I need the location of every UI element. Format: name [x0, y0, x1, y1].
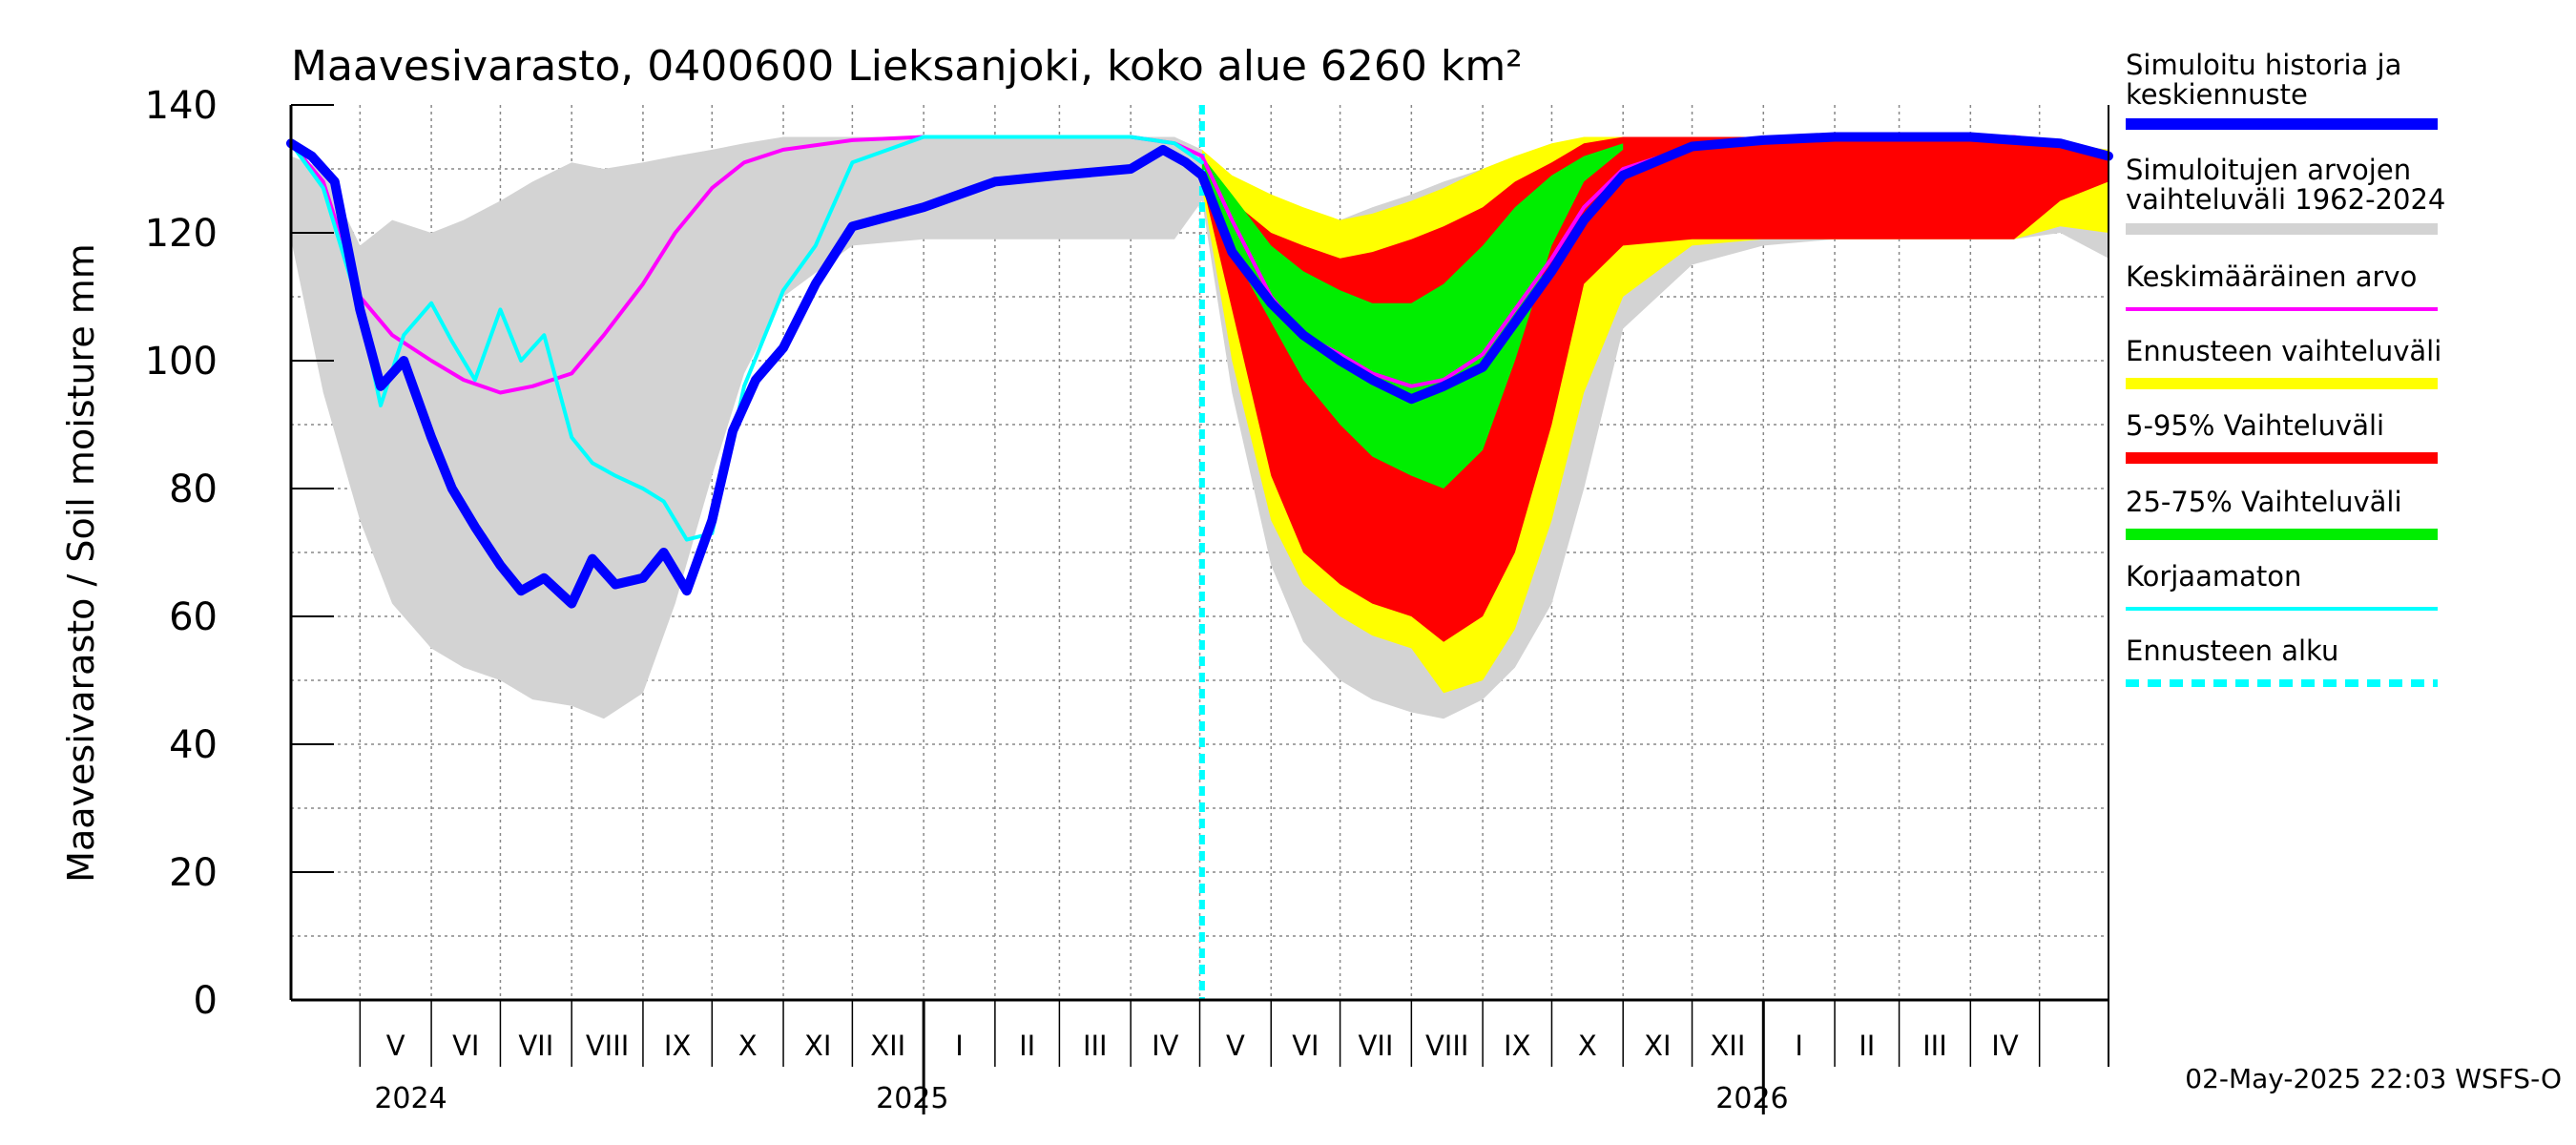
- month-label: I: [1795, 1030, 1803, 1062]
- legend-label: 25-75% Vaihteluväli: [2126, 486, 2402, 518]
- month-label: VII: [518, 1030, 553, 1062]
- month-label: II: [1859, 1030, 1875, 1062]
- band-5-95-vaihteluv-li: [1201, 136, 2109, 642]
- month-label: VII: [1358, 1030, 1393, 1062]
- month-label: IV: [1152, 1030, 1179, 1062]
- y-axis-label: Maavesivarasto / Soil moisture mm: [60, 243, 102, 883]
- legend-item: Ennusteen alku: [2126, 635, 2438, 687]
- month-label: X: [1578, 1030, 1597, 1062]
- legend-label: keskiennuste: [2126, 78, 2308, 111]
- month-label: VIII: [1425, 1030, 1469, 1062]
- month-label: V: [1226, 1030, 1245, 1062]
- month-label: IX: [664, 1030, 691, 1062]
- series-line-simuloitu-historia-ja-keskiennuste: [286, 132, 2113, 609]
- month-label: IX: [1504, 1030, 1530, 1062]
- band-simuloitujen-arvojen-vaihteluv-li-1962-2024: [291, 136, 2109, 719]
- bands-layer: [291, 136, 2109, 719]
- legend-label: Ennusteen vaihteluväli: [2126, 335, 2441, 367]
- month-label: III: [1083, 1030, 1108, 1062]
- legend-item: Ennusteen vaihteluväli: [2126, 335, 2441, 389]
- legend-item: Keskimääräinen arvo: [2126, 260, 2438, 311]
- y-tick-label: 40: [169, 723, 218, 767]
- chart-title: Maavesivarasto, 0400600 Lieksanjoki, kok…: [291, 42, 1523, 91]
- legend-label: vaihteluväli 1962-2024: [2126, 183, 2445, 216]
- lines-layer: [286, 105, 2113, 1000]
- month-label: IV: [1991, 1030, 2019, 1062]
- y-tick-label: 120: [145, 212, 218, 256]
- y-tick-label: 20: [169, 851, 218, 895]
- legend-label: 5-95% Vaihteluväli: [2126, 409, 2384, 442]
- month-label: V: [386, 1030, 405, 1062]
- legend-item: 25-75% Vaihteluväli: [2126, 486, 2438, 540]
- year-label: 2024: [374, 1082, 447, 1115]
- month-label: VIII: [586, 1030, 630, 1062]
- legend-item: 5-95% Vaihteluväli: [2126, 409, 2438, 464]
- y-tick-label: 140: [145, 84, 218, 128]
- legend-item: Korjaamaton: [2126, 560, 2438, 611]
- month-label: XI: [804, 1030, 831, 1062]
- y-tick-label: 0: [194, 979, 218, 1023]
- legend-label: Simuloitu historia ja: [2126, 49, 2401, 81]
- series-line-korjaamaton: [289, 135, 1204, 542]
- legend-label: Korjaamaton: [2126, 560, 2301, 593]
- year-label: 2026: [1715, 1082, 1788, 1115]
- legend-label: Ennusteen alku: [2126, 635, 2338, 667]
- month-label: XI: [1644, 1030, 1671, 1062]
- y-tick-label: 100: [145, 340, 218, 384]
- legend: Simuloitu historia jakeskiennusteSimuloi…: [2126, 49, 2445, 687]
- band-25-75-vaihteluv-li: [1201, 143, 1624, 489]
- year-label: 2025: [876, 1082, 948, 1115]
- legend-label: Keskimääräinen arvo: [2126, 260, 2417, 293]
- month-label: XII: [1710, 1030, 1745, 1062]
- month-label: I: [955, 1030, 964, 1062]
- month-label: VI: [1292, 1030, 1319, 1062]
- y-tick-label: 80: [169, 468, 218, 511]
- month-label: VI: [452, 1030, 479, 1062]
- legend-label: Simuloitujen arvojen: [2126, 154, 2411, 186]
- month-label: II: [1019, 1030, 1035, 1062]
- timestamp-label: 02-May-2025 22:03 WSFS-O: [2185, 1063, 2562, 1094]
- month-label: XII: [870, 1030, 905, 1062]
- month-label: III: [1922, 1030, 1947, 1062]
- y-tick-label: 60: [169, 595, 218, 639]
- month-label: X: [738, 1030, 758, 1062]
